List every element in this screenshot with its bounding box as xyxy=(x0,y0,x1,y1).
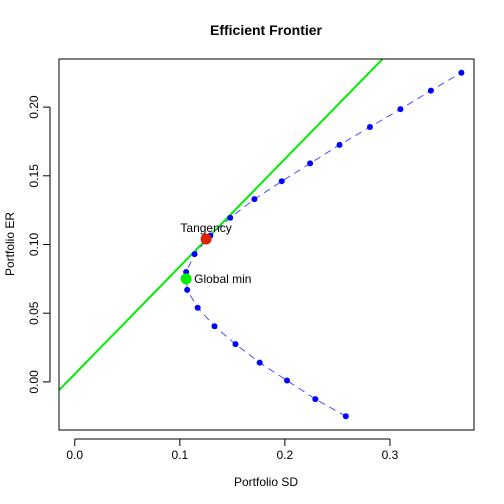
frontier-point xyxy=(194,304,201,311)
plot-area: Global min Tangency xyxy=(59,59,465,420)
frontier-point xyxy=(184,286,191,293)
frontier-point xyxy=(312,396,319,403)
frontier-point xyxy=(191,251,198,258)
frontier-point xyxy=(251,196,258,203)
frontier-line xyxy=(185,72,462,417)
frontier-point xyxy=(211,323,218,330)
y-tick-label: 0.00 xyxy=(27,370,41,394)
y-tick-label: 0.20 xyxy=(27,95,41,119)
x-tick-label: 0.3 xyxy=(382,448,399,462)
frontier-point xyxy=(458,69,465,76)
highlight-point xyxy=(180,273,192,285)
frontier-point xyxy=(427,87,434,94)
y-tick-label: 0.05 xyxy=(27,301,41,325)
y-axis-label: Portfolio ER xyxy=(3,212,17,276)
frontier-point xyxy=(397,106,404,113)
frontier-point xyxy=(232,341,239,348)
frontier-point xyxy=(336,141,343,148)
frontier-point xyxy=(283,377,290,384)
frontier-point xyxy=(307,160,314,167)
x-tick-label: 0.0 xyxy=(66,448,83,462)
x-axis-label: Portfolio SD xyxy=(234,475,298,489)
chart-title: Efficient Frontier xyxy=(210,22,323,38)
capital-market-line xyxy=(59,59,384,391)
frontier-point xyxy=(366,124,373,131)
frontier-point xyxy=(342,413,349,420)
highlight-label: Global min xyxy=(194,272,251,286)
axes: 0.0 0.1 0.2 0.3 0.00 0.05 0.10 0.15 0.20 xyxy=(27,58,475,462)
frontier-point xyxy=(256,359,263,366)
y-tick-label: 0.15 xyxy=(27,164,41,188)
x-tick-label: 0.2 xyxy=(277,448,294,462)
frontier-point xyxy=(227,214,234,221)
y-tick-label: 0.10 xyxy=(27,232,41,256)
frontier-point xyxy=(278,178,285,185)
highlight-label: Tangency xyxy=(180,221,231,235)
x-tick-label: 0.1 xyxy=(171,448,188,462)
frontier-point xyxy=(183,268,190,275)
highlight-point xyxy=(200,233,212,245)
plot-border xyxy=(58,58,475,431)
